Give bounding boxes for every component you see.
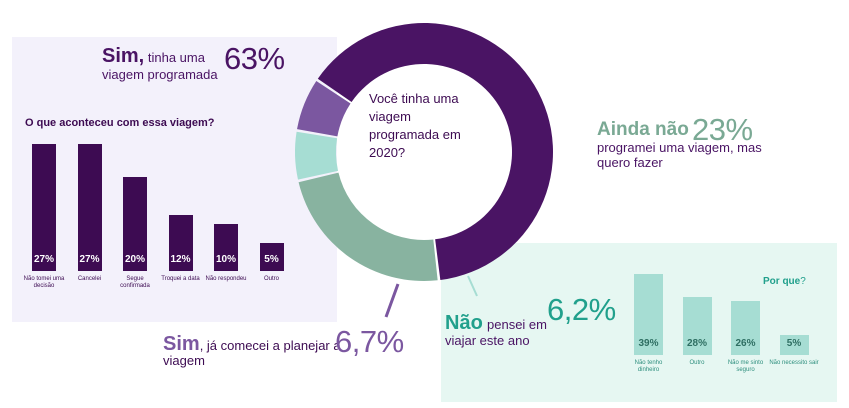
label-sim-63: Sim, tinha uma	[102, 45, 205, 68]
label-nao-pct: 6,2%	[547, 292, 616, 327]
bar-2: 20%	[123, 176, 147, 271]
bar-0: 27%	[32, 144, 56, 271]
bar-value-label: 10%	[215, 253, 236, 265]
bar-1: 27%	[77, 144, 102, 271]
bar-value-label: 5%	[264, 254, 279, 265]
donut-question: Você tinha uma viagem programada em 2020…	[369, 91, 461, 160]
bar-category-label: Não necessito sair	[769, 360, 819, 366]
bar-value-label: 26%	[735, 338, 756, 349]
bar-category-label: Outro	[689, 360, 705, 366]
bar-5: 5%	[259, 243, 284, 271]
label-sim-63-pct: 63%	[224, 41, 285, 76]
bar-category-label: Troquei a data	[161, 276, 200, 282]
leader-line-sim-67	[384, 283, 400, 318]
leader-line-nao	[467, 275, 478, 297]
bar-1: 28%	[682, 296, 712, 355]
donut-slice-ainda_nao	[298, 172, 438, 282]
right-chart-title-rest: ?	[800, 276, 806, 287]
label-sim-63-line2: viagem programada	[102, 67, 218, 82]
label-sim-63-lead: Sim,	[102, 45, 145, 67]
bar-category-label: Não respondeu	[205, 276, 247, 282]
bar-value-label: 5%	[786, 338, 802, 349]
bar-category-label: Não me sinto seguro	[727, 360, 764, 373]
bar-value-label: 12%	[170, 253, 191, 265]
label-sim-63-rest: tinha uma	[144, 50, 205, 65]
right-chart-title: Por que?	[763, 276, 806, 287]
label-ainda-nao-line2: quero fazer	[597, 155, 663, 170]
label-sim-67-rest: , já comecei a planejar a	[199, 338, 341, 353]
bar-value-label: 39%	[638, 338, 659, 349]
bar-category-label: Não tomei uma decisão	[23, 276, 65, 289]
left-panel	[12, 37, 337, 322]
bar-2: 26%	[731, 301, 760, 355]
label-sim-67-line2: viagem	[163, 353, 205, 368]
bar-value-label: 27%	[79, 254, 100, 265]
label-ainda-nao-pct: 23%	[692, 112, 753, 147]
label-sim-67-lead: Sim	[163, 333, 200, 355]
bar-3: 12%	[168, 214, 193, 271]
right-chart-title-bold: Por que	[763, 276, 801, 287]
left-chart-title: O que aconteceu com essa viagem?	[25, 117, 215, 129]
bar-value-label: 28%	[686, 337, 707, 349]
label-sim-67: Sim, já comecei a planejar a	[163, 333, 341, 356]
bar-category-label: Segue confirmada	[120, 276, 150, 289]
bar-0: 39%	[634, 274, 663, 355]
label-nao-rest: pensei em	[487, 317, 547, 332]
donut-slice-sim_programada	[317, 23, 553, 280]
label-sim-67-pct: 6,7%	[335, 324, 404, 359]
label-ainda-nao-line1: programei uma viagem, mas	[597, 140, 762, 155]
label-nao-lead: Não	[445, 312, 483, 334]
bar-value-label: 27%	[33, 254, 54, 265]
label-nao-line2: viajar este ano	[445, 333, 530, 348]
label-ainda-nao-lead: Ainda não	[597, 119, 689, 140]
bar-4: 10%	[214, 223, 238, 271]
bar-category-label: Não tenho dinheiro	[634, 360, 663, 373]
bar-3: 5%	[779, 335, 809, 355]
bar-category-label: Outro	[263, 276, 279, 282]
donut-slice-nao_pensei	[295, 131, 339, 180]
bar-category-label: Cancelei	[77, 276, 102, 282]
bar-value-label: 20%	[124, 253, 145, 265]
donut-slice-sim_comecei	[297, 80, 351, 137]
